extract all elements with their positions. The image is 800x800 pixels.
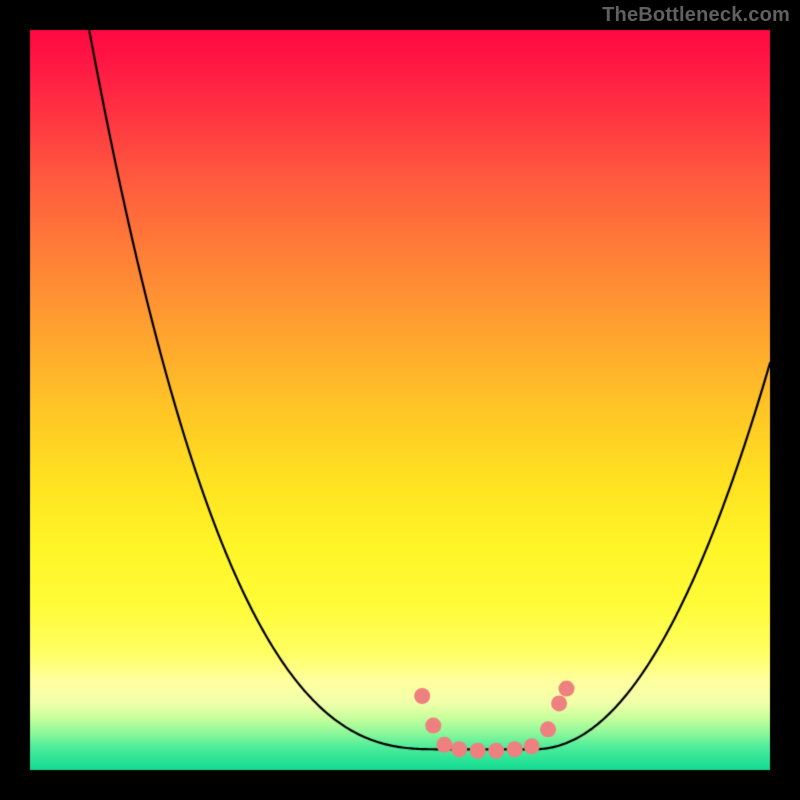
chart-stage: TheBottleneck.com xyxy=(0,0,800,800)
watermark-text: TheBottleneck.com xyxy=(602,4,790,27)
bottleneck-curve-chart xyxy=(0,0,800,800)
